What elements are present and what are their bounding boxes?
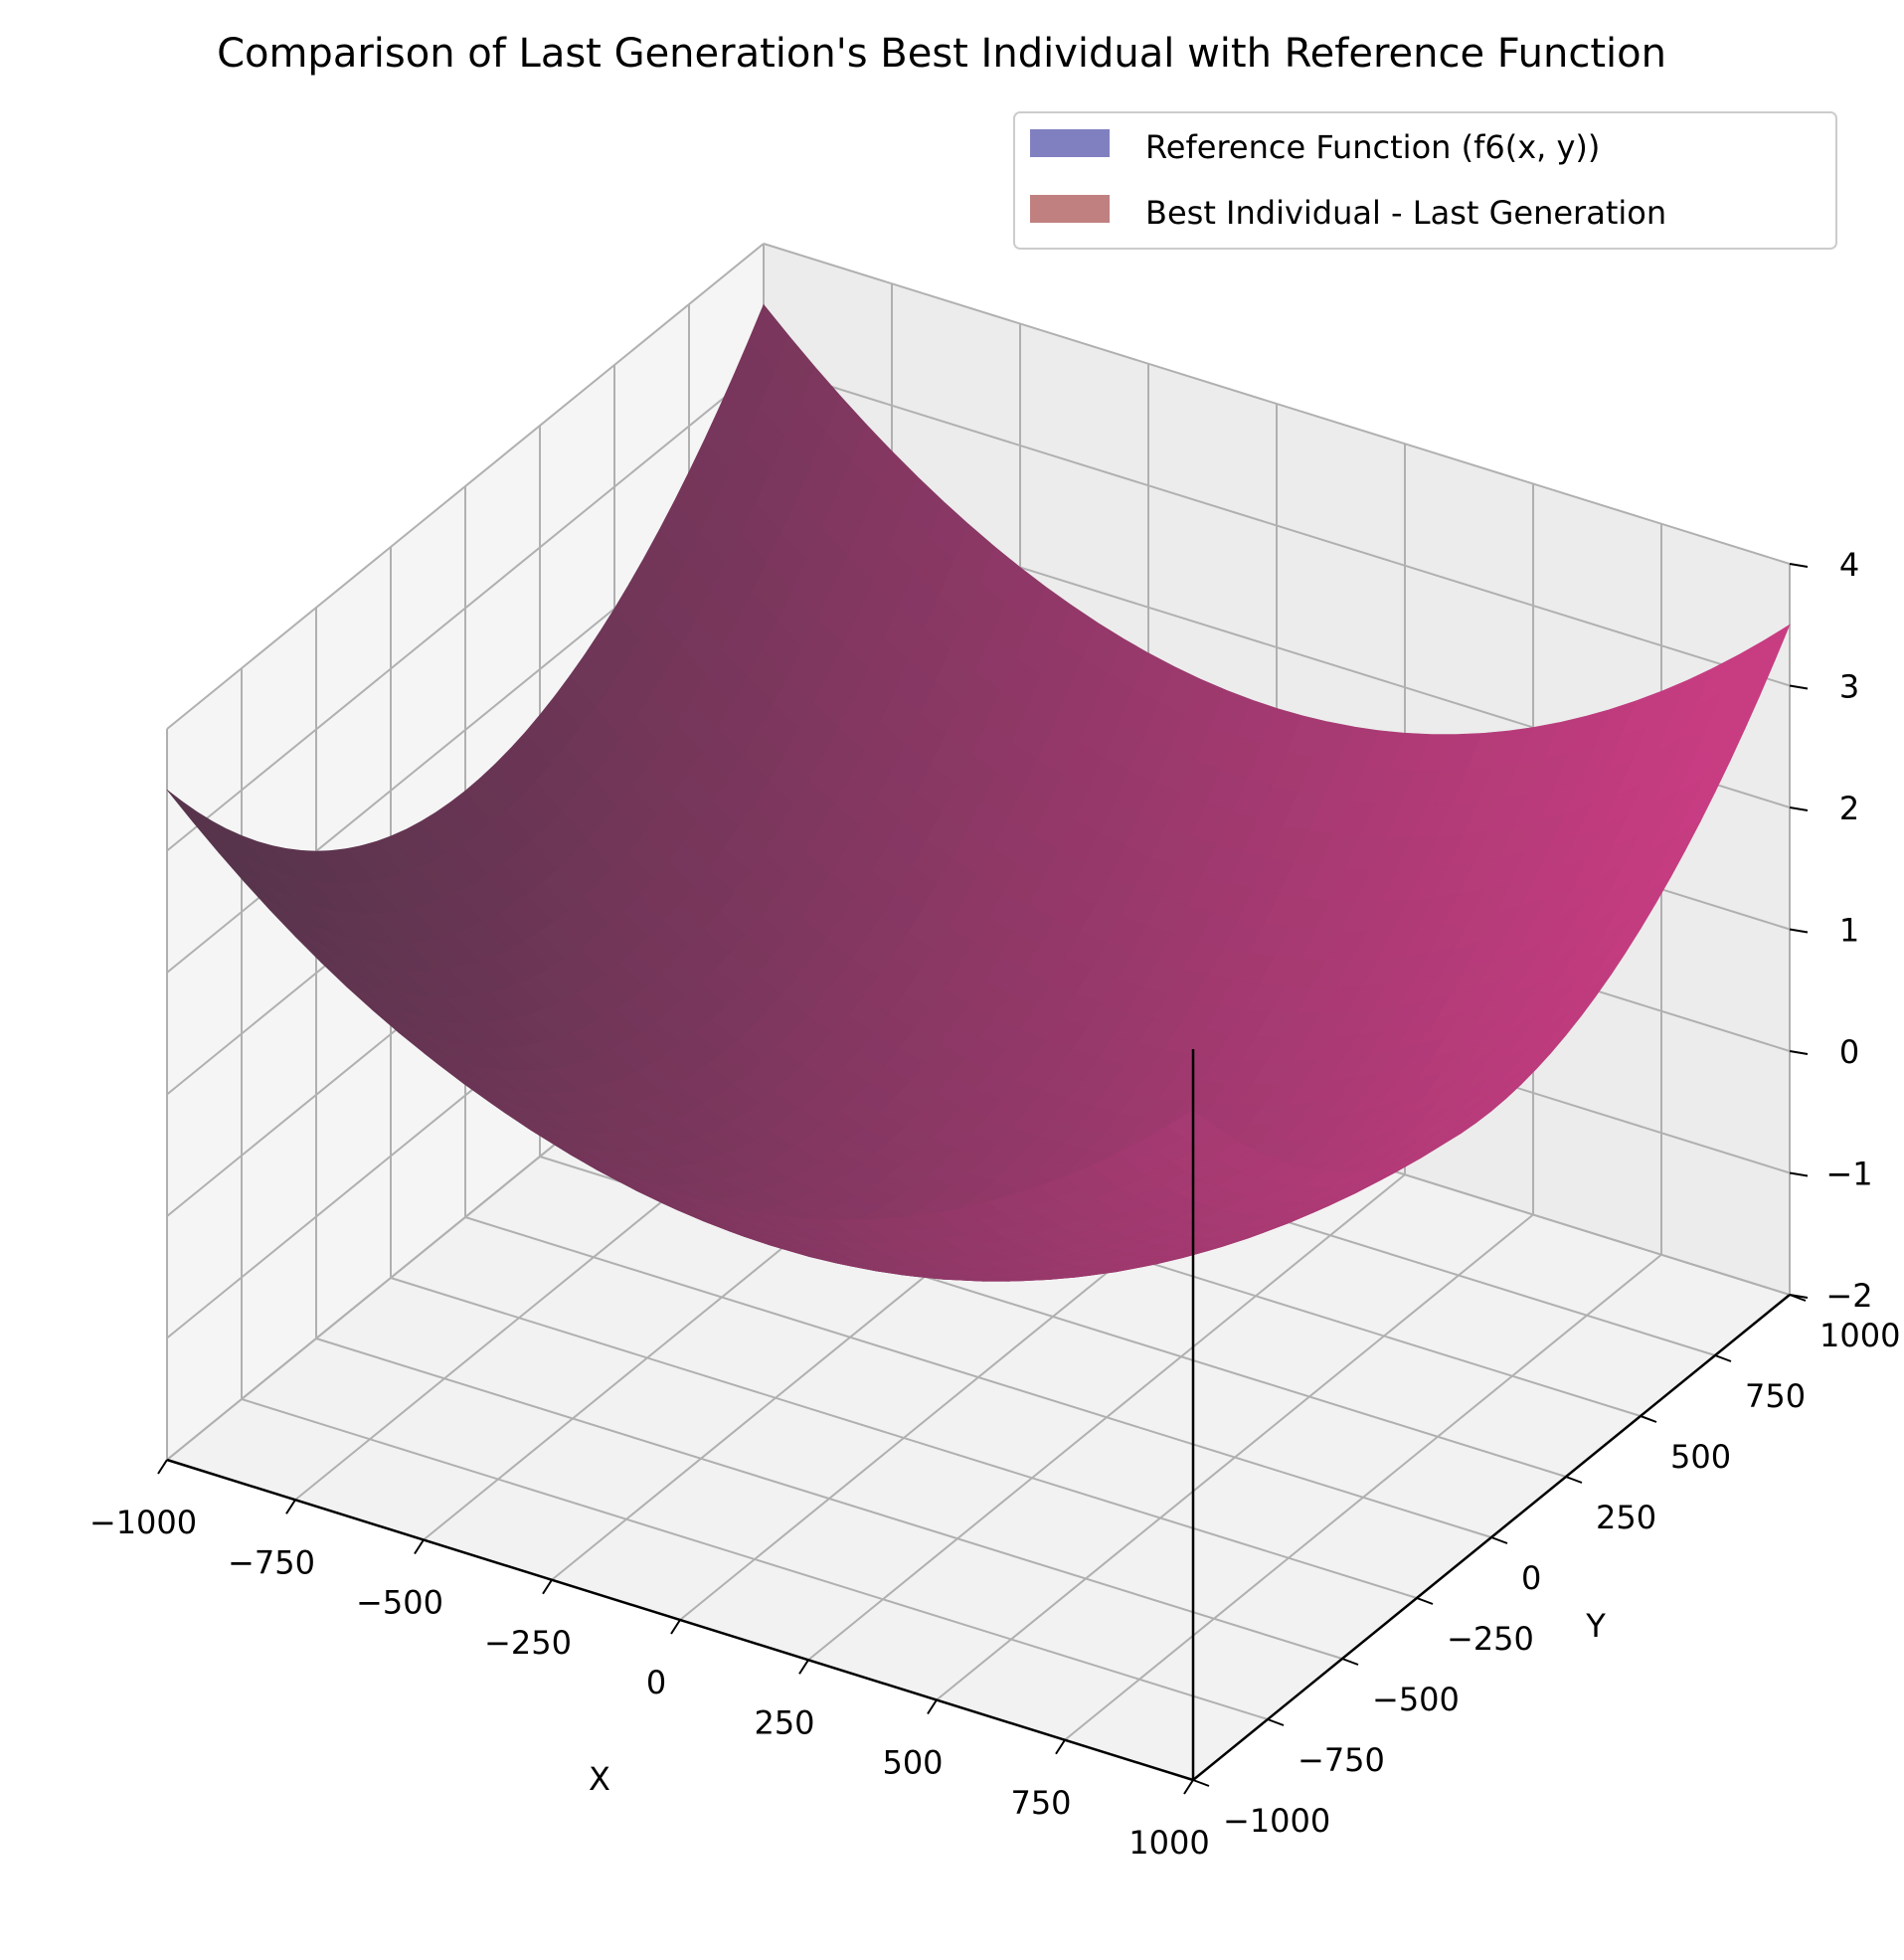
grid-line [166, 243, 765, 730]
tick-labels: −1000−750−500−25002505007501000−1000−750… [89, 546, 1901, 1862]
x-tick-label: −1000 [89, 1504, 197, 1541]
grid-line [763, 243, 1791, 565]
chart-title: Comparison of Last Generation's Best Ind… [217, 31, 1666, 77]
x-tick-mark [157, 1459, 168, 1475]
x-axis-label: X [589, 1760, 610, 1798]
grid-line [464, 1216, 1492, 1538]
z-tick-mark [1789, 806, 1809, 811]
grid-line [315, 1337, 1343, 1660]
legend-swatch-reference [1030, 129, 1110, 157]
grid-line [763, 364, 1791, 687]
x-tick-mark [1183, 1779, 1194, 1795]
y-tick-label: 250 [1596, 1499, 1656, 1536]
z-tick-mark [1789, 1171, 1809, 1177]
legend-label-reference: Reference Function (f6(x, y)) [1145, 128, 1600, 166]
x-tick-label: −500 [356, 1584, 443, 1622]
x-tick-mark [542, 1579, 553, 1595]
z-tick-label: 2 [1839, 790, 1859, 827]
x-tick-mark [927, 1698, 938, 1715]
y-tick-mark [1565, 1476, 1583, 1484]
x-tick-label: 0 [646, 1664, 666, 1701]
y-tick-label: 750 [1745, 1377, 1806, 1415]
grid-line [390, 1277, 1418, 1599]
z-tick-label: −1 [1825, 1156, 1872, 1193]
x-tick-mark [1055, 1739, 1066, 1755]
z-tick-label: 1 [1839, 912, 1859, 950]
x-tick-label: −250 [484, 1624, 572, 1662]
y-axis-label: Y [1585, 1607, 1606, 1645]
grid-line [166, 364, 765, 852]
y-tick-label: −500 [1372, 1681, 1460, 1718]
x-tick-label: 500 [882, 1744, 943, 1782]
y-tick-label: 1000 [1819, 1317, 1900, 1354]
y-tick-mark [1192, 1779, 1210, 1787]
x-tick-mark [414, 1538, 425, 1555]
x-tick-label: 1000 [1128, 1824, 1209, 1862]
y-tick-label: −250 [1447, 1620, 1534, 1658]
z-tick-mark [1789, 928, 1809, 934]
y-tick-label: 0 [1521, 1559, 1541, 1597]
legend-box [1013, 111, 1837, 250]
y-tick-mark [1341, 1658, 1359, 1666]
y-tick-mark [1416, 1597, 1434, 1605]
x-tick-mark [285, 1499, 296, 1515]
y-tick-mark [1267, 1718, 1285, 1726]
x-tick-mark [798, 1659, 809, 1675]
x-tick-label: −750 [228, 1543, 315, 1581]
z-tick-mark [1789, 563, 1809, 568]
y-tick-mark [1640, 1415, 1657, 1423]
z-tick-label: −2 [1825, 1277, 1872, 1315]
y-tick-label: −750 [1298, 1741, 1385, 1779]
x-tick-label: 250 [754, 1703, 814, 1741]
y-tick-mark [1490, 1536, 1508, 1544]
surface-cell [1166, 1109, 1209, 1139]
legend: Reference Function (f6(x, y)) Best Indiv… [1013, 111, 1837, 250]
z-tick-mark [1789, 1294, 1809, 1299]
z-tick-label: 4 [1839, 546, 1859, 584]
z-tick-label: 3 [1839, 668, 1859, 706]
y-tick-label: −1000 [1223, 1802, 1330, 1840]
x-tick-label: 750 [1010, 1784, 1071, 1822]
legend-swatch-best-individual [1030, 195, 1110, 223]
x-tick-mark [670, 1619, 681, 1635]
y-tick-label: 500 [1670, 1438, 1731, 1476]
z-tick-label: 0 [1839, 1033, 1859, 1071]
surface-plot [166, 303, 1791, 1282]
grid-line [241, 1398, 1269, 1720]
legend-label-best-individual: Best Individual - Last Generation [1145, 194, 1666, 232]
z-tick-mark [1789, 1050, 1809, 1055]
y-tick-mark [1714, 1354, 1732, 1362]
z-tick-mark [1789, 684, 1809, 690]
